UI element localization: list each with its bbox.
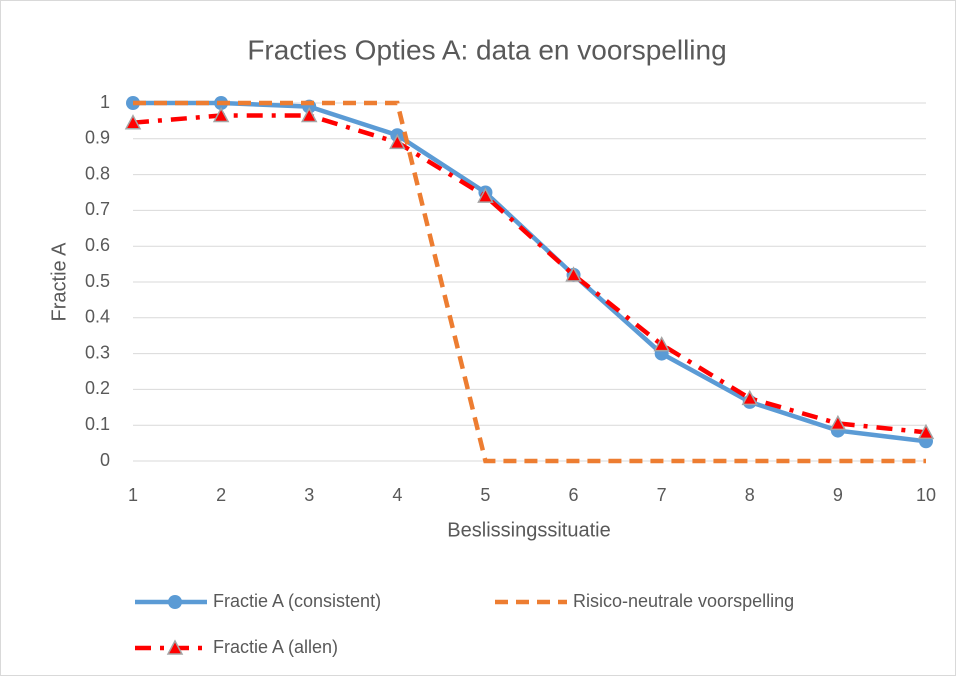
y-tick-label: 0.8 <box>85 163 110 183</box>
series-line <box>132 113 927 435</box>
marker <box>389 133 406 150</box>
y-tick-label: 0.2 <box>85 378 110 398</box>
marker <box>477 187 494 203</box>
marker <box>124 114 142 130</box>
y-axis-label: Fractie A <box>48 242 70 322</box>
legend-marker <box>168 595 182 609</box>
y-tick-label: 0.7 <box>85 199 110 219</box>
x-tick-label: 7 <box>657 485 667 505</box>
y-tick-label: 0 <box>100 450 110 470</box>
marker <box>741 389 759 406</box>
marker <box>212 106 230 123</box>
y-tick-label: 0.4 <box>85 307 110 327</box>
y-tick-label: 0.5 <box>85 271 110 291</box>
legend-label: Risico-neutrale voorspelling <box>573 591 794 611</box>
y-tick-label: 0.9 <box>85 128 110 148</box>
y-tick-label: 0.1 <box>85 414 110 434</box>
marker <box>565 266 582 282</box>
marker <box>829 414 847 431</box>
marker <box>653 336 670 352</box>
x-tick-label: 2 <box>216 485 226 505</box>
x-tick-label: 5 <box>480 485 490 505</box>
y-tick-label: 0.6 <box>85 235 110 255</box>
marker <box>300 106 318 123</box>
marker <box>917 423 935 440</box>
x-axis-label: Beslissingssituatie <box>447 519 610 541</box>
series-line <box>133 100 926 464</box>
x-tick-label: 9 <box>833 485 843 505</box>
x-tick-label: 1 <box>128 485 138 505</box>
x-tick-label: 6 <box>569 485 579 505</box>
x-tick-label: 3 <box>304 485 314 505</box>
chart-title: Fracties Opties A: data en voorspelling <box>247 34 726 65</box>
y-tick-label: 1 <box>100 92 110 112</box>
y-tick-label: 0.3 <box>85 342 110 362</box>
legend-label: Fractie A (consistent) <box>213 591 381 611</box>
x-tick-label: 4 <box>392 485 402 505</box>
legend-label: Fractie A (allen) <box>213 637 338 657</box>
x-tick-label: 10 <box>916 485 936 505</box>
legend-marker <box>166 639 184 655</box>
x-tick-label: 8 <box>745 485 755 505</box>
